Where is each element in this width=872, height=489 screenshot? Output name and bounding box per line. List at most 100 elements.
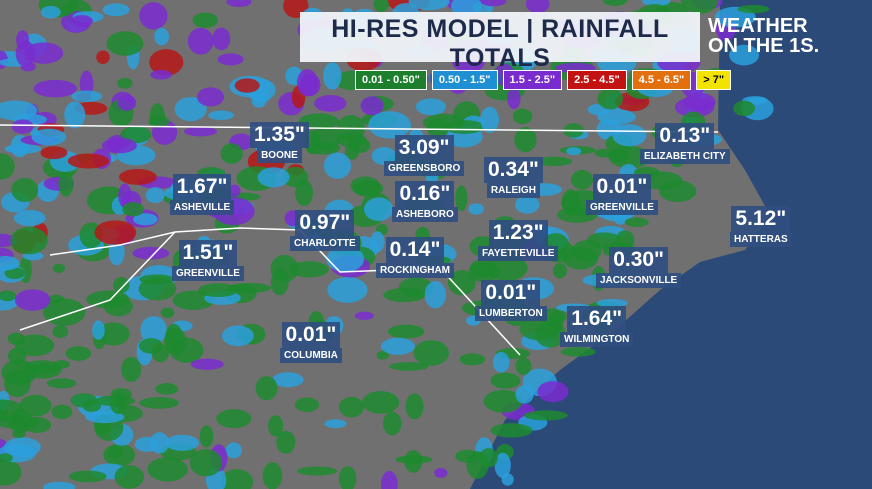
rain-blob (490, 423, 533, 438)
rain-blob (139, 397, 179, 409)
rain-blob (234, 78, 260, 93)
rain-blob (624, 217, 649, 227)
city-name: ASHEVILLE (170, 200, 235, 215)
rain-blob (515, 385, 534, 404)
rain-blob (96, 50, 110, 65)
rain-blob (110, 387, 132, 401)
city-name: COLUMBIA (280, 348, 342, 363)
rain-blob (187, 27, 214, 55)
rain-blob (113, 277, 130, 293)
rain-blob (10, 226, 48, 255)
city-label: 1.51" GREENVILLE (172, 240, 244, 281)
rain-blob (106, 31, 144, 56)
title: HI-RES MODEL | RAINFALL TOTALS (331, 15, 669, 72)
rain-blob (270, 269, 289, 296)
rain-total: 0.01" (592, 174, 652, 200)
rain-blob (536, 156, 573, 167)
city-label: 1.23" FAYETTEVILLE (478, 220, 559, 261)
rain-blob (492, 351, 510, 373)
rain-blob (537, 381, 569, 403)
city-label: 3.09" GREENSBORO (384, 135, 465, 176)
city-name: ASHEBORO (392, 207, 458, 222)
rain-blob (257, 167, 290, 188)
rain-blob (21, 360, 63, 379)
rain-blob (459, 353, 486, 366)
rain-blob (268, 415, 284, 437)
legend-item: > 7" (696, 70, 732, 90)
rain-blob (190, 358, 224, 370)
rain-blob (514, 126, 537, 153)
rain-blob (103, 296, 133, 317)
city-name: GREENVILLE (172, 266, 244, 281)
rain-blob (363, 197, 394, 222)
legend: 0.01 - 0.50" 0.50 - 1.5" 1.5 - 2.5" 2.5 … (355, 70, 732, 90)
rain-blob (326, 245, 365, 273)
rain-blob (4, 144, 42, 154)
rain-blob (43, 481, 76, 489)
rain-blob (40, 146, 68, 160)
city-name: JACKSONVILLE (596, 273, 682, 288)
rain-blob (612, 124, 647, 147)
logo-line: ON THE 1S. (708, 35, 820, 57)
rain-blob (405, 393, 424, 420)
rain-blob (336, 133, 367, 148)
city-name: ELIZABETH CITY (640, 149, 730, 164)
rain-blob (154, 27, 169, 46)
rain-blob (225, 442, 242, 459)
rain-blob (680, 0, 719, 14)
rain-blob (480, 106, 499, 133)
rain-blob (192, 12, 219, 29)
rain-blob (114, 465, 144, 489)
rain-blob (373, 0, 389, 13)
city-label: 0.14" ROCKINGHAM (376, 237, 454, 278)
rain-blob (389, 362, 429, 371)
rain-blob (327, 277, 368, 303)
rain-blob (198, 283, 239, 297)
rain-blob (221, 325, 254, 347)
rain-blob (52, 325, 69, 338)
rain-blob (117, 77, 133, 89)
rain-blob (164, 434, 200, 451)
city-name: FAYETTEVILLE (478, 246, 559, 261)
rain-blob (15, 334, 55, 357)
rain-blob (380, 337, 415, 355)
rain-blob (276, 430, 296, 454)
rain-blob (560, 347, 596, 357)
rain-blob (14, 289, 51, 311)
legend-item: 0.50 - 1.5" (431, 70, 498, 90)
rain-total: 0.34" (484, 157, 543, 183)
rain-blob (4, 267, 26, 280)
rain-blob (466, 451, 489, 479)
rain-blob (514, 195, 540, 214)
rain-blob (31, 128, 67, 146)
rain-total: 3.09" (394, 135, 454, 161)
rain-blob (324, 419, 347, 429)
rain-blob (51, 404, 73, 420)
rain-blob (199, 425, 214, 448)
rain-total: 5.12" (731, 206, 791, 232)
city-label: 0.01" GREENVILLE (586, 174, 658, 215)
rain-blob (174, 96, 207, 122)
rain-blob (602, 0, 628, 6)
rain-total: 1.64" (567, 306, 627, 332)
rain-blob (297, 466, 338, 476)
rain-blob (737, 4, 770, 14)
rain-blob (525, 0, 550, 14)
rain-blob (92, 320, 105, 340)
rain-blob (468, 203, 484, 215)
rain-blob (434, 467, 448, 479)
rain-blob (0, 399, 24, 421)
city-label: 0.01" COLUMBIA (280, 322, 342, 363)
city-name: ROCKINGHAM (376, 263, 454, 278)
city-name: CHARLOTTE (290, 236, 360, 251)
rain-blob (4, 370, 31, 398)
rain-blob (82, 400, 101, 412)
rain-blob (255, 376, 278, 401)
rain-blob (8, 347, 27, 366)
rain-blob (79, 70, 94, 98)
rain-blob (220, 143, 243, 164)
rain-blob (133, 213, 158, 226)
rain-blob (512, 108, 533, 125)
city-name: HATTERAS (730, 232, 792, 247)
city-name: RALEIGH (486, 183, 540, 198)
